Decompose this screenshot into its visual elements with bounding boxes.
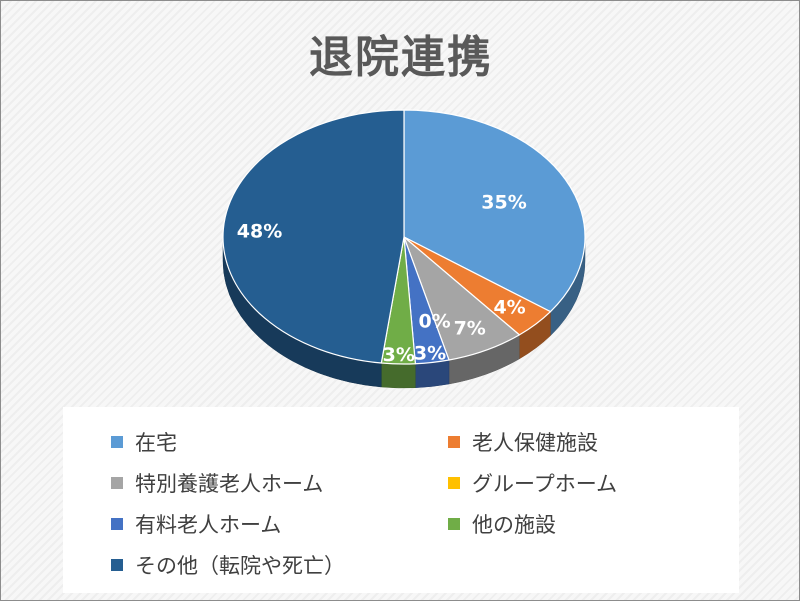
legend-item-6: 他の施設 <box>448 509 556 539</box>
legend-label-7: その他（転院や死亡） <box>135 554 345 578</box>
pie-slice-7 <box>222 109 405 364</box>
legend-item-1: 在宅 <box>111 427 177 457</box>
legend-swatch-3 <box>111 477 123 489</box>
legend-swatch-4 <box>448 477 460 489</box>
legend-label-6: 他の施設 <box>472 513 556 537</box>
pie-label-6: 3% <box>383 344 415 366</box>
pie-top-faces <box>222 109 586 365</box>
legend-item-3: 特別養護老人ホーム <box>111 468 323 498</box>
pie-slice-1 <box>403 109 586 313</box>
legend-swatch-5 <box>111 518 123 530</box>
legend-label-4: グループホーム <box>472 472 618 496</box>
legend-item-2: 老人保健施設 <box>448 427 598 457</box>
legend-label-2: 老人保健施設 <box>472 431 598 455</box>
pie-label-5: 3% <box>414 342 446 364</box>
pie-side-6 <box>381 362 416 389</box>
legend-item-4: グループホーム <box>448 468 617 498</box>
chart-title: 退院連携 <box>309 32 493 83</box>
pie-data-labels: 35%4%7%0%3%3%48% <box>237 191 527 365</box>
chart-legend: 在宅 老人保健施設特別養護老人ホーム グループホーム有料老人ホーム 他の施設その他（転… <box>63 407 739 593</box>
legend-item-7: その他（転院や死亡） <box>111 550 345 580</box>
pie-side-walls <box>222 236 586 389</box>
legend-label-1: 在宅 <box>135 431 177 455</box>
legend-label-3: 特別養護老人ホーム <box>135 472 324 496</box>
legend-swatch-2 <box>448 436 460 448</box>
pie-label-7: 48% <box>237 221 282 243</box>
pie-label-1: 35% <box>481 191 526 213</box>
legend-label-5: 有料老人ホーム <box>135 513 282 537</box>
pie-label-3: 7% <box>454 318 486 340</box>
legend-swatch-1 <box>111 436 123 448</box>
legend-swatch-7 <box>111 559 123 571</box>
pie-label-2: 4% <box>493 297 525 319</box>
legend-item-5: 有料老人ホーム <box>111 509 281 539</box>
legend-swatch-6 <box>448 518 460 530</box>
pie-label-4: 0% <box>418 311 450 333</box>
